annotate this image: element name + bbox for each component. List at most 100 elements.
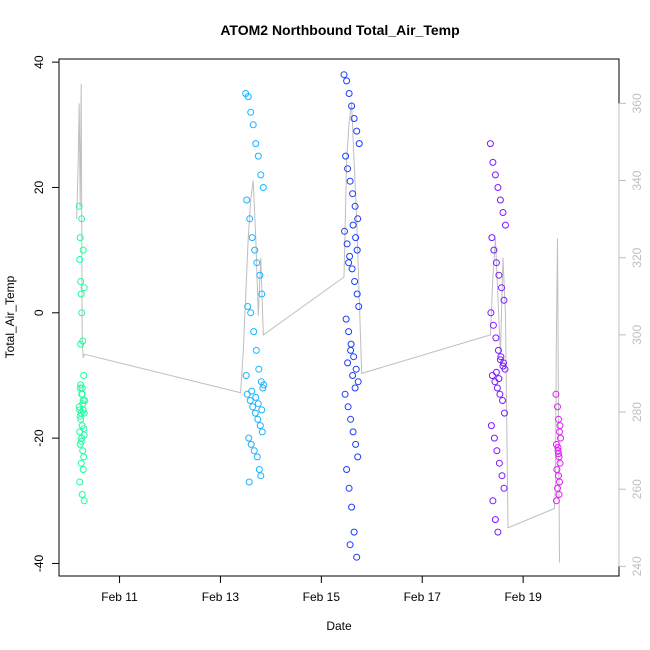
data-point-s1-29 [245, 434, 253, 442]
data-point-s2-28 [347, 415, 355, 423]
y2-tick-label-6: 240 [630, 556, 644, 576]
data-point-s3-30 [498, 472, 506, 480]
data-point-s1-21 [259, 384, 267, 392]
y-tick-label-3: -20 [32, 429, 46, 447]
data-point-s1-31 [250, 447, 258, 455]
data-point-s0-40 [78, 309, 86, 317]
y-tick-label-4: -40 [32, 554, 46, 572]
data-point-s2-31 [354, 453, 362, 461]
data-point-s2-24 [352, 365, 360, 373]
data-point-s3-27 [490, 434, 498, 442]
data-point-s0-24 [77, 459, 85, 467]
data-point-s1-8 [243, 196, 251, 204]
data-point-s1-41 [242, 372, 250, 379]
data-point-s0-16 [77, 415, 85, 423]
data-point-s3-5 [499, 209, 507, 216]
data-point-s0-3 [79, 246, 87, 254]
data-point-s2-38 [349, 372, 357, 379]
data-point-s2-15 [346, 252, 354, 260]
data-point-s1-4 [252, 140, 260, 148]
data-point-s4-15 [556, 422, 564, 430]
data-point-s1-23 [246, 397, 254, 404]
data-point-s1-12 [253, 259, 261, 267]
data-point-s1-2 [247, 108, 255, 116]
data-point-s0-27 [78, 491, 86, 498]
data-point-s3-12 [500, 296, 508, 304]
data-point-s3-23 [496, 390, 504, 398]
data-point-s0-0 [75, 202, 83, 210]
data-point-s1-14 [258, 290, 266, 298]
data-point-s1-7 [259, 184, 267, 191]
y-tick-label-0: 40 [32, 55, 46, 69]
data-point-s2-35 [350, 528, 358, 536]
data-point-s2-39 [351, 384, 359, 392]
x-tick-label-3: Feb 17 [404, 590, 442, 604]
data-point-s1-24 [249, 403, 257, 411]
y-axis: 40 20 0 -20 -40 [32, 55, 60, 572]
data-point-s1-37 [252, 393, 260, 401]
data-point-s0-22 [79, 447, 87, 455]
data-point-s0-26 [76, 478, 84, 486]
data-point-s0-35 [78, 384, 86, 392]
data-point-s4-14 [552, 497, 560, 505]
data-point-s0-21 [76, 440, 84, 448]
data-point-s2-8 [344, 165, 352, 173]
data-point-s2-19 [355, 303, 363, 310]
data-point-s3-9 [492, 259, 500, 267]
y2-tick-label-3: 300 [630, 325, 644, 345]
data-point-s3-15 [492, 334, 500, 342]
y2-tick-label-0: 360 [630, 93, 644, 113]
data-point-s2-34 [348, 503, 356, 511]
data-point-s2-23 [350, 353, 358, 361]
data-point-s3-22 [493, 384, 501, 392]
data-point-s1-9 [246, 215, 254, 223]
data-point-s2-9 [346, 177, 354, 185]
chart-title: ATOM2 Northbound Total_Air_Temp [220, 22, 459, 38]
plot-frame [58, 58, 620, 577]
data-point-s4-12 [554, 484, 561, 492]
data-point-s2-6 [355, 140, 363, 148]
data-point-s4-4 [557, 434, 564, 442]
y-axis-label: Total_Air_Temp [3, 275, 17, 358]
data-point-s0-23 [80, 453, 88, 461]
data-point-s2-2 [345, 90, 353, 97]
data-point-s3-31 [500, 484, 508, 492]
data-point-s1-5 [254, 152, 262, 160]
data-point-s4-2 [555, 415, 562, 423]
data-point-s2-17 [351, 278, 359, 285]
data-point-s2-36 [353, 553, 361, 561]
data-point-s2-16 [348, 265, 356, 273]
x-tick-label-4: Feb 19 [504, 590, 542, 604]
data-point-s3-2 [491, 171, 499, 179]
data-point-s1-22 [243, 390, 251, 398]
data-point-s1-27 [256, 422, 264, 430]
data-point-s2-27 [344, 403, 352, 411]
y2-tick-label-2: 320 [630, 247, 644, 267]
data-point-s4-1 [554, 403, 561, 411]
data-point-s3-3 [494, 184, 502, 191]
data-point-s0-2 [76, 234, 84, 242]
data-point-s1-26 [254, 415, 262, 423]
data-point-s3-24 [499, 397, 506, 404]
data-point-s2-0 [340, 71, 348, 79]
data-point-s3-26 [487, 422, 495, 430]
data-point-s1-17 [250, 328, 258, 336]
data-point-s0-33 [80, 425, 88, 433]
data-point-s3-14 [489, 321, 497, 329]
data-point-s3-34 [494, 528, 502, 536]
data-point-s3-6 [502, 221, 509, 229]
data-point-s1-40 [260, 381, 268, 389]
y2-tick-label-1: 340 [630, 170, 644, 190]
data-point-s1-34 [257, 472, 265, 480]
data-point-s1-25 [251, 409, 259, 417]
x-tick-label-1: Feb 13 [202, 590, 240, 604]
data-point-s1-30 [247, 440, 255, 448]
x-axis: Feb 11 Feb 13 Feb 15 Feb 17 Feb 19 [101, 575, 542, 604]
data-point-s1-6 [257, 171, 265, 179]
data-point-s3-37 [492, 368, 500, 376]
data-point-s2-32 [343, 466, 351, 473]
data-point-s3-1 [489, 158, 497, 166]
data-point-s0-1 [78, 215, 86, 223]
data-point-s3-13 [487, 309, 495, 317]
data-point-s2-41 [347, 346, 355, 354]
